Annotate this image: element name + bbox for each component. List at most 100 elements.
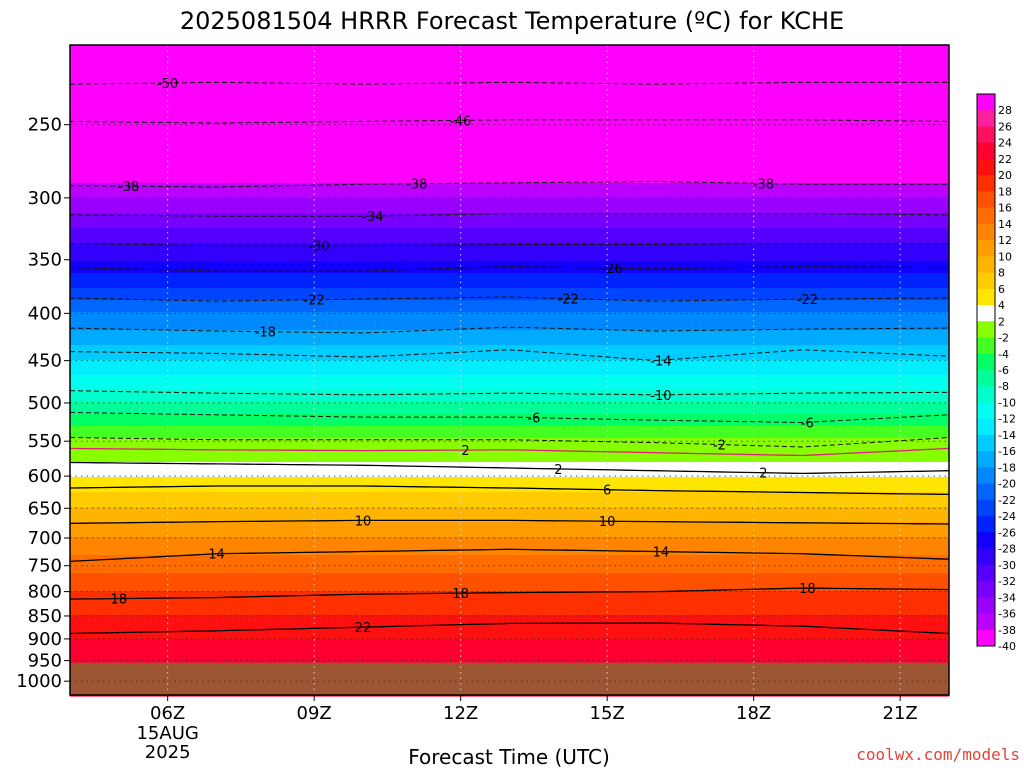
y-tick-label: 850 [28, 606, 62, 627]
temperature-band [70, 594, 949, 598]
colorbar-swatch [977, 370, 995, 387]
temperature-band [70, 111, 949, 115]
temperature-band [70, 390, 949, 394]
y-tick-label: 400 [28, 303, 62, 324]
temperature-band [70, 249, 949, 253]
temperature-band [70, 630, 949, 634]
temperature-band [70, 132, 949, 136]
colorbar-swatch [977, 483, 995, 501]
contour-label: -18 [255, 326, 276, 341]
temperature-band [70, 600, 949, 604]
temperature-band [70, 75, 949, 79]
colorbar-swatch [977, 418, 995, 436]
temperature-band [70, 345, 949, 349]
temperature-band [70, 144, 949, 148]
temperature-band [70, 90, 949, 94]
temperature-band [70, 480, 949, 484]
temperature-band [70, 78, 949, 82]
contour-label: -2 [713, 439, 726, 454]
temperature-band [70, 138, 949, 142]
colorbar-label: 16 [998, 202, 1012, 215]
contour-line [69, 349, 950, 362]
temperature-band [70, 279, 949, 283]
temperature-band [70, 141, 949, 145]
temperature-band [70, 468, 949, 472]
temperature-band [70, 156, 949, 160]
temperature-band [70, 72, 949, 76]
temperature-band [70, 426, 949, 430]
temperature-band [70, 450, 949, 454]
temperature-band [70, 381, 949, 385]
colorbar-swatch [977, 256, 995, 273]
temperature-band [70, 159, 949, 163]
colorbar-swatch [977, 386, 995, 403]
colorbar-swatch [977, 175, 995, 192]
contour-label: -38 [118, 180, 139, 195]
temperature-band [70, 348, 949, 352]
temperature-band [70, 162, 949, 166]
grid-lines [70, 45, 949, 695]
contour-line [69, 213, 950, 217]
temperature-band [70, 492, 949, 496]
temperature-band [70, 294, 949, 298]
temperature-band [70, 408, 949, 412]
temperature-band [70, 564, 949, 568]
temperature-band [70, 483, 949, 487]
temperature-band [70, 327, 949, 331]
temperature-band [70, 501, 949, 505]
temperature-band [70, 183, 949, 187]
temperature-band [70, 657, 949, 661]
contour-line [69, 447, 950, 457]
temperature-band [70, 384, 949, 388]
temperature-band [70, 225, 949, 229]
temperature-band [70, 366, 949, 370]
colorbar-swatch [977, 353, 995, 371]
temperature-band [70, 123, 949, 127]
temperature-band [70, 285, 949, 289]
temperature-band [70, 309, 949, 313]
contour-line [69, 296, 950, 302]
contour-label: 2 [461, 444, 469, 459]
temperature-band [70, 201, 949, 205]
contour-label: 18 [452, 587, 469, 602]
temperature-band [70, 387, 949, 391]
temperature-band [70, 393, 949, 397]
temperature-band [70, 300, 949, 304]
temperature-band [70, 126, 949, 130]
temperature-band [70, 504, 949, 508]
temperature-band [70, 321, 949, 325]
colorbar-swatch [977, 207, 995, 225]
credit-link[interactable]: coolwx.com/models [856, 745, 1020, 764]
temperature-band [70, 114, 949, 118]
temperature-band [70, 129, 949, 133]
temperature-band [70, 171, 949, 175]
colorbar-label: -10 [998, 396, 1016, 409]
temperature-band [70, 573, 949, 577]
colorbar-label: 20 [998, 169, 1012, 182]
colorbar-label: -4 [998, 348, 1009, 361]
temperature-band [70, 612, 949, 616]
y-tick-label: 300 [28, 188, 62, 209]
temperature-band [70, 207, 949, 211]
temperature-band [70, 498, 949, 502]
x-tick-date-label: 15AUG [136, 723, 198, 744]
temperature-band [70, 180, 949, 184]
temperature-band [70, 642, 949, 646]
y-tick-label: 950 [28, 651, 62, 672]
colorbar-swatch [977, 581, 995, 598]
colorbar-label: 6 [998, 283, 1005, 296]
temperature-band [70, 297, 949, 301]
x-tick-label: 15Z [590, 703, 625, 724]
temperature-band [70, 465, 949, 469]
y-tick-label: 750 [28, 556, 62, 577]
temperature-band [70, 339, 949, 343]
temperature-band [70, 537, 949, 541]
temperature-band [70, 609, 949, 613]
temperature-band [70, 540, 949, 544]
temperature-band [70, 513, 949, 517]
colorbar-label: -38 [998, 624, 1016, 637]
contour-label: -22 [304, 294, 325, 309]
temperature-band [70, 234, 949, 238]
y-tick-label: 600 [28, 466, 62, 487]
y-tick-label: 350 [28, 250, 62, 271]
